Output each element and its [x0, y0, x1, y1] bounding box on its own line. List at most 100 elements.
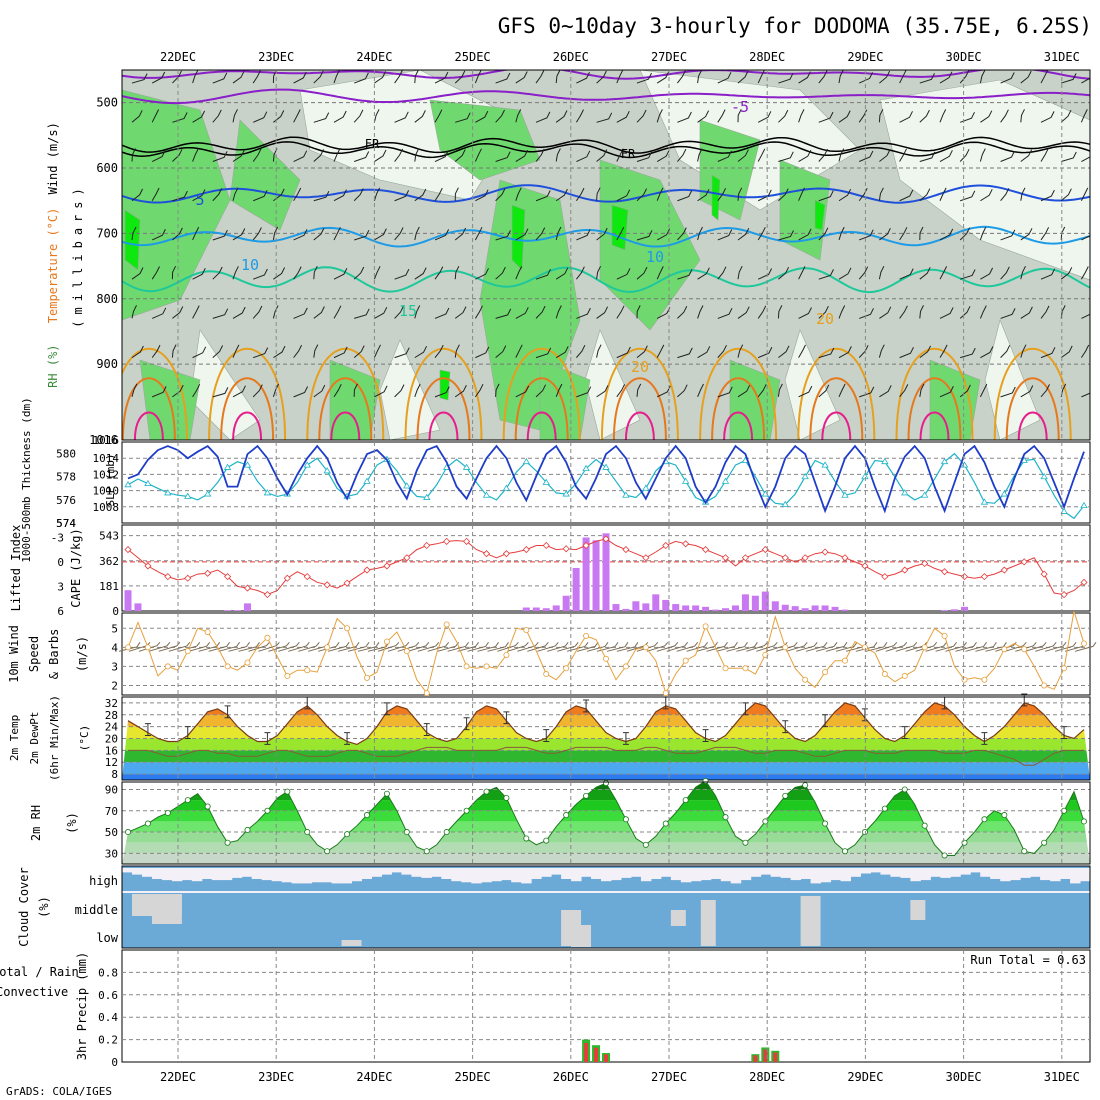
- surface-contour: [133, 411, 164, 440]
- rh-line-marker: [622, 816, 629, 823]
- wind-barb: [333, 189, 347, 202]
- wind-barb: [333, 148, 341, 162]
- surface-barb: [208, 642, 231, 652]
- wind-barb: [697, 148, 703, 162]
- wind-barb: [131, 226, 137, 241]
- wind-barb: [151, 71, 166, 84]
- wind-barb: [394, 70, 403, 84]
- rh-line-marker: [742, 839, 749, 846]
- thickness-line-marker: [582, 464, 590, 472]
- cape-bar: [771, 601, 779, 611]
- wind-barb: [131, 345, 144, 359]
- thickness-line-marker: [602, 463, 610, 470]
- cloud-high-gap: [371, 868, 382, 877]
- wind-barb: [878, 344, 885, 358]
- rh-line-marker: [662, 820, 669, 827]
- wind-barb: [979, 305, 987, 319]
- date-label-top: 29DEC: [847, 50, 883, 64]
- wind-barb: [838, 110, 851, 123]
- surface-barb: [397, 641, 420, 652]
- rh-shade-region: [329, 359, 381, 440]
- wind-barb: [717, 307, 733, 319]
- rh-line-marker: [164, 809, 171, 816]
- surface-barb: [636, 641, 659, 652]
- surface-barb: [178, 641, 201, 652]
- wind-barb: [232, 228, 246, 241]
- wind-barb: [1020, 149, 1033, 162]
- surface-barb: [965, 642, 987, 652]
- wind-barb: [414, 345, 428, 359]
- minmax-whisker: [224, 705, 231, 719]
- wind-barb: [394, 111, 409, 123]
- cape-bar: [791, 606, 799, 611]
- wind-barb: [414, 305, 421, 319]
- rh-line-marker: [244, 826, 251, 833]
- wind-barb: [677, 70, 686, 84]
- lifted-index-line-marker: [741, 554, 749, 562]
- wind-speed-line-marker: [1001, 646, 1008, 653]
- cloud-high-gap: [1030, 868, 1041, 877]
- cloud-high-gap: [770, 868, 782, 877]
- wind-barb: [818, 269, 834, 280]
- contour-label: FR: [365, 137, 380, 151]
- wind-barb: [455, 112, 471, 123]
- cloud-high-gap: [1040, 868, 1051, 881]
- wind-barb: [293, 187, 302, 202]
- surface-contour: [416, 377, 471, 440]
- surface-barb: [248, 641, 270, 652]
- date-label-bottom: 29DEC: [847, 1070, 883, 1084]
- rh-band: [122, 853, 1090, 864]
- temp-tick-label: 32: [105, 697, 118, 710]
- wind-barb: [212, 345, 224, 359]
- rh-line-marker: [603, 780, 610, 787]
- rh-line-marker: [503, 794, 510, 801]
- wind-barb: [757, 111, 772, 123]
- wind-barb: [737, 265, 743, 280]
- cape-bar: [941, 610, 949, 611]
- wind-barb: [575, 109, 584, 123]
- wind-barb: [555, 70, 561, 84]
- cloud-high-gap: [481, 868, 492, 883]
- wind-speed-line-marker: [463, 663, 470, 670]
- wind-speed-line-marker: [284, 672, 291, 679]
- wind-barb: [434, 187, 443, 202]
- rh-ticks: 90 70 50 30: [105, 783, 118, 860]
- wind-barb: [1081, 77, 1090, 84]
- rh-line-marker: [543, 837, 550, 844]
- cape-bar: [592, 540, 600, 611]
- pressure-tick-label: 700: [96, 226, 118, 240]
- minmax-whisker: [702, 729, 709, 742]
- wind-speed-line-marker: [742, 665, 749, 672]
- ylabel-temp-unit: (°C): [78, 725, 91, 752]
- wind-speed-line-marker: [662, 690, 669, 697]
- wind-barb: [152, 386, 167, 398]
- thickness-line-marker: [164, 489, 172, 496]
- precip-ticks: 0.8 0.6 0.4 0.2 0: [98, 966, 118, 1069]
- wind-barb: [333, 383, 342, 398]
- lifted-index-line-marker: [1020, 558, 1028, 566]
- wind-barb: [394, 347, 410, 359]
- wind-speed-line-marker: [1041, 682, 1048, 689]
- wind-barb: [798, 307, 812, 319]
- surface-barb: [895, 641, 918, 652]
- cape-bar: [582, 537, 590, 611]
- cloud-high-gap: [720, 868, 732, 882]
- wind-barb: [535, 305, 546, 319]
- wind-barb: [717, 72, 732, 84]
- temp-band: [122, 738, 1090, 751]
- wind-barb: [394, 227, 404, 241]
- wind-barb: [677, 269, 693, 280]
- wind-barb: [616, 226, 625, 241]
- cloud-high-gap: [531, 868, 542, 879]
- wind-barb: [353, 383, 358, 397]
- ylabel-cape: CAPE (J/kg): [69, 528, 83, 607]
- cloud-high-gap: [211, 868, 223, 881]
- wind-barb: [717, 229, 733, 241]
- wind-barb: [959, 70, 970, 84]
- cape-bar: [702, 606, 710, 611]
- wind-barb: [454, 70, 466, 84]
- cloud-high-gap: [680, 868, 692, 883]
- contour-label: 20: [816, 310, 834, 328]
- surface-barb: [118, 642, 141, 652]
